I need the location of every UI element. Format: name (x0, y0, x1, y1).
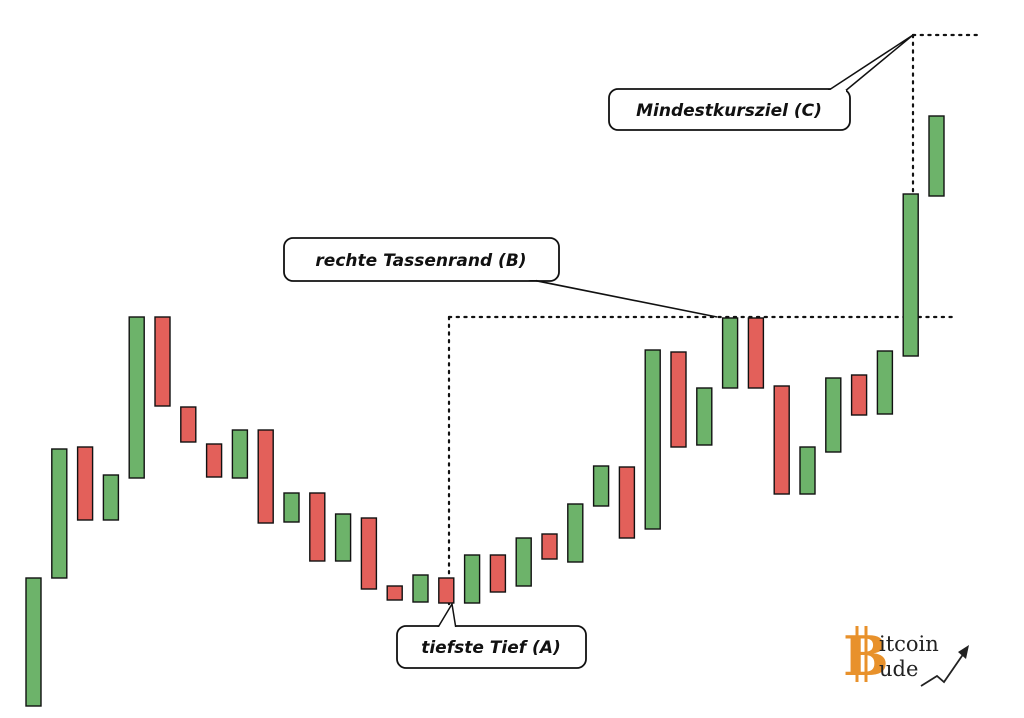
candle-body-22 (567, 503, 584, 563)
candle-body-5 (128, 316, 145, 479)
callout-box (396, 625, 587, 669)
candle-body-32 (825, 377, 842, 453)
callout-bottom-A: tiefste Tief (A) (396, 601, 587, 669)
candle-body-8 (205, 443, 223, 478)
candle-body-33 (850, 374, 868, 416)
callout-label: tiefste Tief (A) (421, 638, 561, 658)
candle-body-36 (928, 115, 945, 197)
pointer-cover (435, 627, 459, 633)
candle-body-30 (773, 385, 790, 495)
callout-pointer (825, 34, 914, 93)
candle-body-20 (515, 537, 532, 587)
candle-body-29 (747, 317, 765, 389)
candle-body-35 (902, 193, 919, 357)
bitcoin-bude-logo: B itcoin ude (843, 624, 969, 688)
pointer-cover (824, 90, 846, 96)
logo-arrow-head-icon (958, 645, 969, 659)
candle-body-19 (489, 554, 507, 593)
candle-body-28 (721, 317, 739, 389)
candle-body-21 (541, 533, 558, 560)
callout-pointer (521, 277, 718, 318)
candle-body-3 (76, 446, 94, 521)
candle-body-13 (334, 513, 352, 562)
candle-body-6 (154, 316, 171, 407)
callout-box (608, 88, 851, 131)
candle-bodies (25, 115, 945, 707)
candle-body-4 (102, 474, 120, 521)
candle-body-25 (644, 349, 661, 530)
logo-trend-arrow-icon (920, 652, 965, 687)
candle-body-12 (309, 492, 326, 562)
callout-pointer (436, 601, 457, 630)
callout-label: rechte Tassenrand (B) (315, 251, 526, 271)
candle-body-18 (463, 554, 481, 604)
candle-body-11 (283, 492, 300, 523)
callout-rim-B: rechte Tassenrand (B) (283, 237, 718, 318)
candle-body-17 (438, 577, 455, 604)
candle-body-7 (180, 406, 197, 443)
callout-label: Mindestkursziel (C) (636, 101, 822, 121)
candle-body-15 (386, 585, 403, 601)
logo-top-word: itcoin (879, 632, 939, 656)
pointer-cover (520, 272, 536, 280)
candle-body-16 (412, 574, 429, 603)
candle-body-1 (25, 577, 42, 707)
callout-box (283, 237, 560, 282)
candle-body-24 (618, 466, 636, 539)
candle-body-2 (51, 448, 68, 579)
candle-body-31 (799, 446, 816, 495)
callout-target-C: Mindestkursziel (C) (608, 34, 914, 131)
candle-body-10 (257, 429, 274, 524)
candle-body-34 (876, 350, 894, 415)
candle-body-26 (670, 351, 687, 448)
candle-body-9 (231, 429, 249, 479)
candle-body-14 (360, 517, 378, 590)
candle-body-27 (696, 387, 713, 446)
logo-bottom-word: ude (879, 657, 918, 681)
candle-body-23 (592, 465, 610, 507)
